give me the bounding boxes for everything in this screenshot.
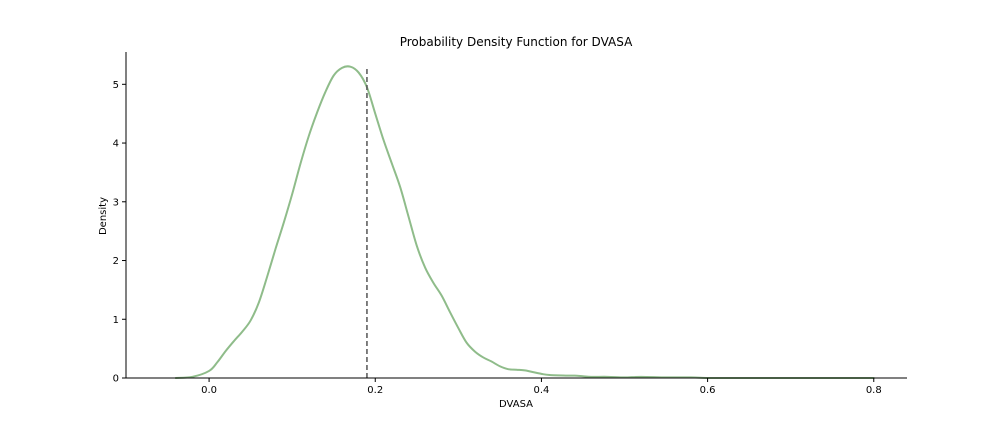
- x-tick-label: 0.0: [201, 385, 217, 396]
- y-tick-label: 4: [113, 139, 119, 150]
- x-axis-label: DVASA: [499, 399, 533, 410]
- y-ticks: 0 1 2 3 4 5: [113, 80, 126, 385]
- y-tick-label: 1: [113, 315, 119, 326]
- y-tick-label: 0: [113, 374, 119, 385]
- y-axis-label: Density: [98, 197, 109, 235]
- x-tick-label: 0.8: [866, 385, 882, 396]
- plot-area: [174, 65, 875, 380]
- chart-title: Probability Density Function for DVASA: [400, 35, 633, 49]
- x-tick-label: 0.6: [700, 385, 716, 396]
- x-ticks: 0.0 0.2 0.4 0.6 0.8: [201, 378, 882, 396]
- x-tick-label: 0.2: [367, 385, 383, 396]
- y-tick-label: 5: [113, 80, 119, 91]
- y-tick-label: 2: [113, 256, 119, 267]
- y-tick-label: 3: [113, 197, 119, 208]
- x-tick-label: 0.4: [533, 385, 549, 396]
- density-curve-0: [174, 65, 875, 380]
